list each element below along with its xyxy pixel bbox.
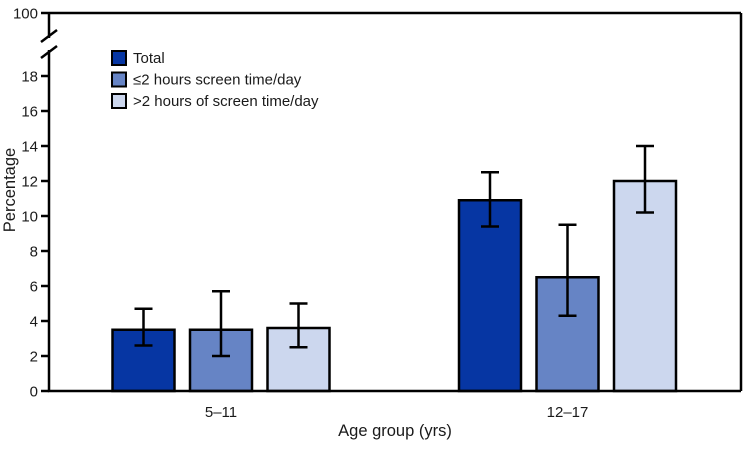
y-tick-label-6: 6 (30, 279, 38, 296)
y-tick-label-2: 2 (30, 349, 38, 366)
bar-total-12-17 (457, 199, 523, 393)
legend-swatch-total (111, 50, 127, 66)
legend-swatch-2-hours-screen-time-day (111, 71, 127, 88)
legend-label-2-hours-of-screen-time-day: >2 hours of screen time/day (133, 93, 319, 110)
legend-label-total: Total (133, 50, 165, 67)
y-tick-label-14: 14 (21, 139, 38, 156)
y-tick-label-10: 10 (21, 209, 38, 226)
legend-swatch-2-hours-of-screen-time-day (111, 93, 127, 109)
y-tick-label-100: 100 (13, 6, 38, 23)
y-tick-label-4: 4 (30, 314, 38, 331)
bar-2-hours-screen-time-day-12-17 (535, 276, 600, 393)
y-tick-label-0: 0 (30, 384, 38, 401)
axis-break-mark (40, 45, 58, 59)
y-tick-label-12: 12 (21, 174, 38, 191)
y-tick-label-8: 8 (30, 244, 38, 261)
y-tick-label-16: 16 (21, 104, 38, 121)
axis-break-mark (40, 29, 58, 43)
x-axis-title: Age group (yrs) (338, 422, 452, 440)
y-tick-label-18: 18 (21, 69, 38, 86)
x-category-label-12-17: 12–17 (547, 404, 589, 421)
y-axis-title: Percentage (1, 148, 19, 232)
x-category-label-5-11: 5–11 (205, 404, 237, 421)
legend-label-2-hours-screen-time-day: ≤2 hours screen time/day (133, 72, 302, 89)
